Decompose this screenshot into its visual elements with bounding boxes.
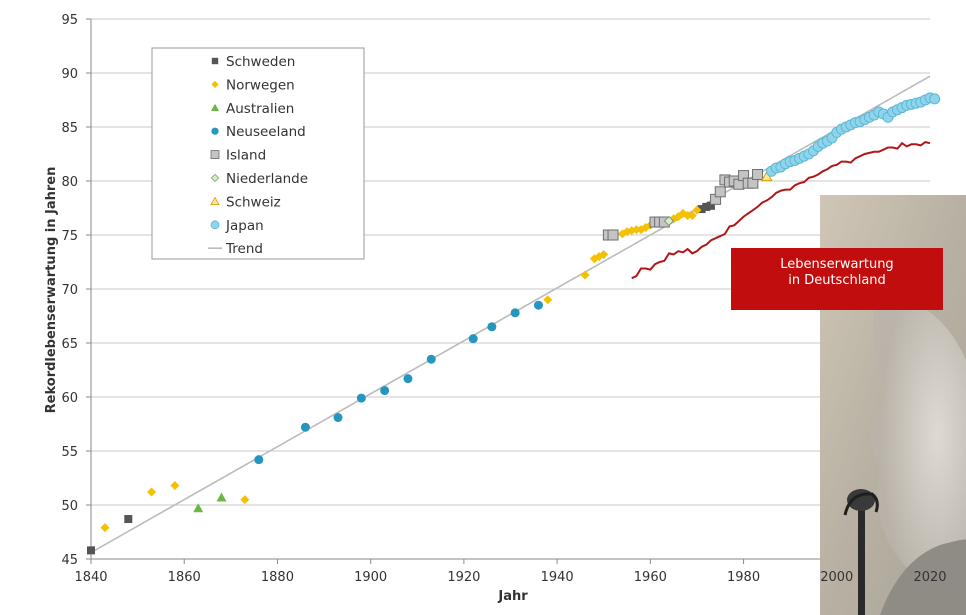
legend-label-norwegen: Norwegen xyxy=(226,77,295,93)
data-point-island xyxy=(752,169,764,181)
legend-swatch-schweiz xyxy=(210,196,220,205)
data-point-niederlande xyxy=(663,215,675,227)
legend-swatch-norwegen xyxy=(211,80,219,88)
germany-life-expectancy-line xyxy=(631,141,931,280)
legend-swatch-australien xyxy=(211,103,219,111)
legend-marker-neuseeland xyxy=(211,127,219,135)
data-point-island xyxy=(607,229,619,241)
data-point-norwegen xyxy=(543,295,553,305)
legend-label-schweden: Schweden xyxy=(226,54,295,70)
annotation-line-1: Lebenserwartung xyxy=(780,257,893,272)
x-tick-label: 1840 xyxy=(74,570,107,585)
data-point-norwegen xyxy=(100,523,110,533)
data-point-norwegen xyxy=(687,211,697,221)
data-point-neuseeland xyxy=(487,322,497,332)
legend-label-island: Island xyxy=(226,148,266,164)
legend-marker-norwegen xyxy=(211,80,219,88)
data-point-island xyxy=(714,186,726,198)
data-point-schweden xyxy=(87,546,95,555)
legend-label-schweiz: Schweiz xyxy=(226,194,281,210)
y-tick-label: 50 xyxy=(61,499,78,514)
x-tick-label: 1920 xyxy=(447,570,480,585)
data-point-schweden xyxy=(706,201,715,210)
data-point-norwegen xyxy=(580,270,590,280)
data-point-neuseeland xyxy=(254,455,264,465)
legend-swatch-schweden xyxy=(211,57,219,65)
y-tick-label: 45 xyxy=(61,553,78,568)
legend-swatch-niederlande xyxy=(210,173,220,183)
x-tick-label: 1900 xyxy=(354,570,387,585)
germany-annotation-box: Lebenserwartung in Deutschland xyxy=(731,248,943,310)
legend-label-trend: Trend xyxy=(225,241,263,257)
data-point-japan xyxy=(929,93,941,105)
y-tick-label: 95 xyxy=(61,13,78,28)
y-tick-label: 90 xyxy=(61,67,78,82)
data-point-schweden xyxy=(697,205,706,214)
data-point-neuseeland xyxy=(533,300,543,310)
data-point-schweden xyxy=(124,515,133,524)
data-point-neuseeland xyxy=(380,386,390,396)
data-point-norwegen xyxy=(240,495,250,505)
data-point-norwegen xyxy=(683,211,693,221)
legend-marker-island xyxy=(210,150,220,160)
y-tick-label: 60 xyxy=(61,391,78,406)
data-point-australien xyxy=(193,503,204,513)
legend-marker-schweiz xyxy=(210,196,220,205)
x-tick-label: 2020 xyxy=(913,570,946,585)
y-axis-title: Rekordlebenserwartung in Jahren xyxy=(44,167,59,414)
x-tick-label: 1940 xyxy=(541,570,574,585)
legend-label-neuseeland: Neuseeland xyxy=(226,124,306,140)
x-tick-label: 1860 xyxy=(168,570,201,585)
data-point-neuseeland xyxy=(426,354,436,364)
x-tick-label: 1960 xyxy=(634,570,667,585)
legend-marker-japan xyxy=(210,220,220,230)
data-point-neuseeland xyxy=(333,413,343,423)
y-tick-label: 75 xyxy=(61,229,78,244)
legend-swatch-japan xyxy=(210,220,220,230)
x-axis-title: Jahr xyxy=(497,589,528,604)
x-tick-label: 1880 xyxy=(261,570,294,585)
data-point-neuseeland xyxy=(468,334,478,344)
data-point-neuseeland xyxy=(356,393,366,403)
legend-swatch-neuseeland xyxy=(211,127,219,135)
x-tick-label: 2000 xyxy=(820,570,853,585)
y-tick-label: 80 xyxy=(61,175,78,190)
data-point-neuseeland xyxy=(403,374,413,384)
y-tick-label: 55 xyxy=(61,445,78,460)
data-point-australien xyxy=(216,492,227,502)
annotation-line-2: in Deutschland xyxy=(788,273,886,288)
legend-label-australien: Australien xyxy=(226,101,294,117)
data-point-schweden xyxy=(702,202,711,211)
legend-marker-australien xyxy=(211,103,219,111)
data-point-norwegen xyxy=(631,225,641,235)
data-point-norwegen xyxy=(170,481,180,491)
data-point-neuseeland xyxy=(300,422,310,432)
legend-marker-niederlande xyxy=(210,173,220,183)
trend-line xyxy=(90,75,931,554)
legend-label-japan: Japan xyxy=(225,218,264,234)
data-point-norwegen xyxy=(599,249,609,259)
x-tick-label: 1980 xyxy=(727,570,760,585)
data-point-norwegen xyxy=(692,205,702,215)
y-tick-label: 65 xyxy=(61,337,78,352)
legend-swatch-island xyxy=(210,150,220,160)
data-point-neuseeland xyxy=(510,308,520,318)
legend: Schweden Norwegen Australien Neuseeland Isla… xyxy=(151,47,365,260)
y-tick-label: 70 xyxy=(61,283,78,298)
legend-marker-schweden xyxy=(211,57,219,65)
data-point-norwegen xyxy=(147,487,157,497)
y-tick-label: 85 xyxy=(61,121,78,136)
legend-label-niederlande: Niederlande xyxy=(226,171,308,187)
